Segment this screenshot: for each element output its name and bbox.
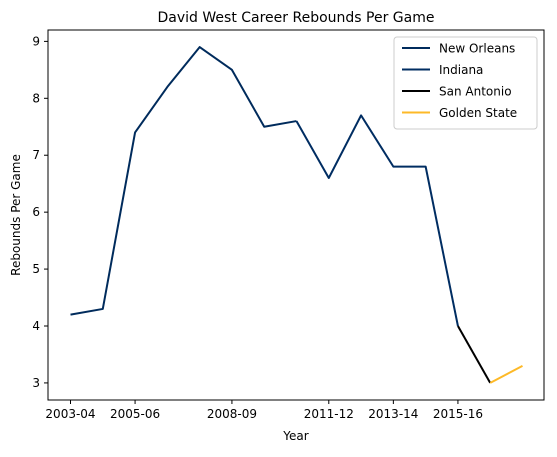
x-tick-label: 2015-16 <box>433 407 483 421</box>
series-line-indiana <box>295 114 459 327</box>
legend-label-indiana: Indiana <box>439 63 483 77</box>
y-tick-label: 4 <box>32 319 40 333</box>
y-tick-label: 5 <box>32 262 40 276</box>
y-axis-label: Rebounds Per Game <box>9 154 23 276</box>
x-tick-label: 2013-14 <box>368 407 418 421</box>
x-axis: 2003-04 2005-06 2008-09 2011-12 2013-14 2015-… <box>45 400 483 421</box>
y-tick-label: 3 <box>32 376 40 390</box>
series-line-golden-state <box>489 364 523 384</box>
legend-box <box>393 36 538 130</box>
series-layer <box>70 46 523 384</box>
chart-title: David West Career Rebounds Per Game <box>158 10 435 26</box>
y-axis: 3 4 5 6 7 8 9 <box>32 34 48 390</box>
y-tick-label: 8 <box>32 91 40 105</box>
legend-label-golden-state: Golden State <box>439 106 517 120</box>
y-tick-label: 7 <box>32 148 40 162</box>
series-line-san-antonio <box>457 325 492 384</box>
plot-area <box>47 29 545 401</box>
x-tick-label: 2008-09 <box>207 407 257 421</box>
series-line-new-orleans <box>70 46 297 316</box>
y-tick-label: 9 <box>32 34 40 48</box>
x-tick-label: 2003-04 <box>45 407 95 421</box>
y-tick-label: 6 <box>32 205 40 219</box>
legend-label-new-orleans: New Orleans <box>439 42 515 56</box>
x-tick-label: 2005-06 <box>110 407 160 421</box>
legend-label-san-antonio: San Antonio <box>439 85 512 99</box>
legend: New Orleans Indiana San Antonio Golden Stat… <box>393 36 538 130</box>
x-axis-label: Year <box>282 429 308 443</box>
x-tick-label: 2011-12 <box>304 407 354 421</box>
